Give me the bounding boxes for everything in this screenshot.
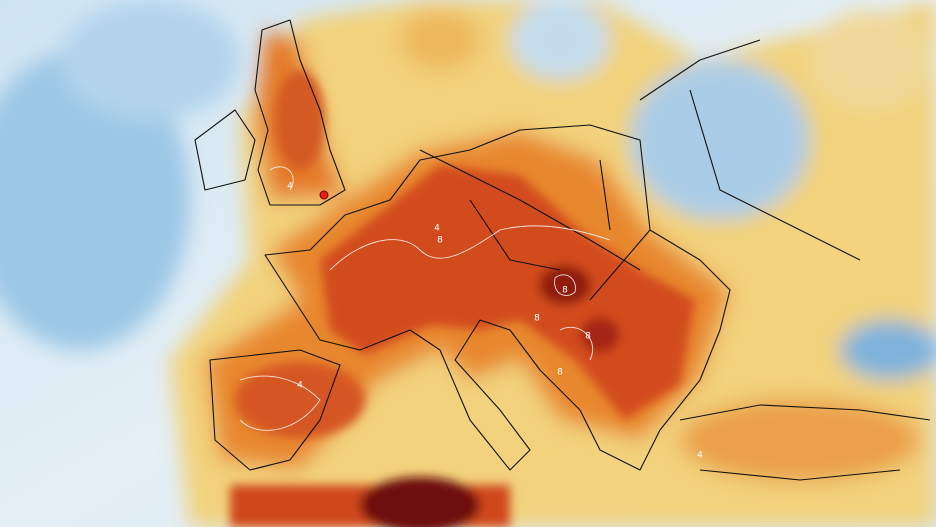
contour-label: 8: [557, 368, 563, 378]
contour-label: 8: [534, 314, 540, 324]
contour-label: 4: [697, 451, 703, 461]
borders: [194, 19, 931, 481]
contour-label: 4: [287, 182, 293, 192]
temperature-hotspots: [230, 70, 695, 527]
contour-label: 8: [562, 286, 568, 296]
city-marker: [319, 190, 329, 200]
contour-label: 8: [437, 236, 443, 246]
contour-label: 4: [434, 224, 440, 234]
contours: [239, 166, 611, 431]
contour-label: 4: [297, 381, 303, 391]
contour-label: 8: [585, 332, 591, 342]
